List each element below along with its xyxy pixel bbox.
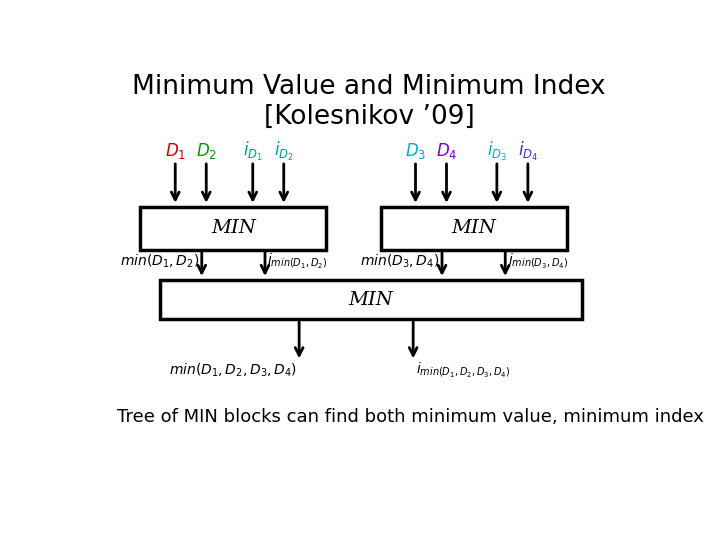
Bar [140,207,326,249]
Text: $i_{D_4}$: $i_{D_4}$ [518,139,538,163]
Text: MIN: MIN [348,291,393,309]
Text: $min(D_1,D_2)$: $min(D_1,D_2)$ [120,252,199,270]
Text: MIN: MIN [211,219,256,238]
Bar [381,207,567,249]
Text: $i_{D_2}$: $i_{D_2}$ [274,139,294,163]
Text: MIN: MIN [451,219,496,238]
Text: $D_1$: $D_1$ [165,141,186,161]
Text: $i_{min(D_1,D_2)}$: $i_{min(D_1,D_2)}$ [267,252,328,271]
Text: $i_{D_3}$: $i_{D_3}$ [487,139,507,163]
Text: Tree of MIN blocks can find both minimum value, minimum index: Tree of MIN blocks can find both minimum… [117,408,704,427]
Text: Minimum Value and Minimum Index
[Kolesnikov ’09]: Minimum Value and Minimum Index [Kolesni… [132,74,606,130]
Text: $i_{min(D_1,D_2,D_3,D_4)}$: $i_{min(D_1,D_2,D_3,D_4)}$ [415,361,510,380]
Text: $D_2$: $D_2$ [196,141,217,161]
Bar [160,280,582,319]
Text: $i_{min(D_3,D_4)}$: $i_{min(D_3,D_4)}$ [508,252,567,271]
Text: $i_{D_1}$: $i_{D_1}$ [243,139,263,163]
Text: $min(D_3,D_4)$: $min(D_3,D_4)$ [360,252,440,270]
Text: $D_3$: $D_3$ [405,141,426,161]
Text: $min(D_1,D_2,D_3,D_4)$: $min(D_1,D_2,D_3,D_4)$ [168,362,297,379]
Text: $D_4$: $D_4$ [436,141,457,161]
